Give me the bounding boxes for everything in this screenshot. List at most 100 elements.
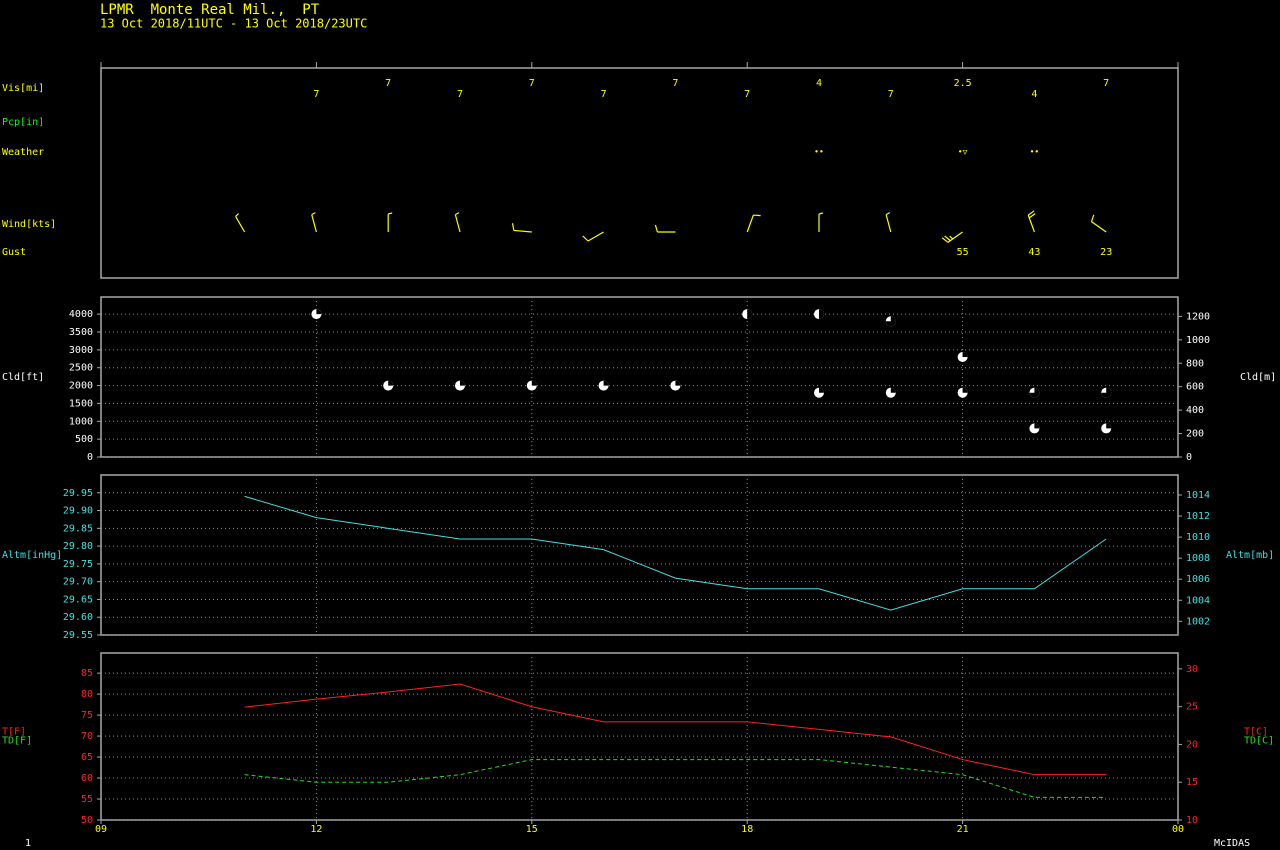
cloud-cover xyxy=(388,380,394,386)
y2-tick-label: 1002 xyxy=(1186,616,1210,627)
cloud-cover xyxy=(885,316,896,327)
cloud-cover xyxy=(1029,387,1040,398)
cloud-cover xyxy=(962,387,968,393)
wind-barb xyxy=(511,223,532,233)
y-tick-label: 1500 xyxy=(69,398,93,409)
cloud-symbol xyxy=(1101,423,1112,434)
y2-tick-label: 1014 xyxy=(1186,490,1210,501)
x-tick-label: 15 xyxy=(526,824,538,835)
y-tick-label: 29.85 xyxy=(63,523,93,534)
wind-barb xyxy=(818,212,824,232)
y-tick-label: 1000 xyxy=(69,416,93,427)
row-label: Vis[mi] xyxy=(2,83,44,94)
x-tick-label: 18 xyxy=(741,824,753,835)
y2-tick-label: 1004 xyxy=(1186,595,1210,606)
cloud-cover xyxy=(819,387,824,393)
y2-tick-label: 1000 xyxy=(1186,335,1210,346)
y-tick-label: 3000 xyxy=(69,345,93,356)
y-tick-label: 500 xyxy=(75,434,93,445)
visibility: 7 xyxy=(601,89,607,100)
y2-tick-label: 1200 xyxy=(1186,311,1210,322)
panel-frame xyxy=(100,474,1179,636)
series-line xyxy=(244,495,1107,611)
y-tick-label: 60 xyxy=(81,773,93,784)
cloud-cover xyxy=(819,309,824,320)
cloud-cover xyxy=(1101,387,1112,398)
cloud-symbol xyxy=(814,309,824,320)
y2-tick-label: 1006 xyxy=(1186,574,1210,585)
y-tick-label: 75 xyxy=(81,710,93,721)
cloud-cover xyxy=(890,387,896,393)
series-line xyxy=(244,759,1107,798)
y2-tick-label: 30 xyxy=(1186,664,1198,675)
cloud-cover xyxy=(531,380,537,386)
y-tick-label: 70 xyxy=(81,731,93,742)
panel-frame xyxy=(100,652,1179,821)
weather-symbol: •• xyxy=(1030,148,1040,157)
y2-tick-label: 200 xyxy=(1186,429,1204,440)
wind-barb xyxy=(1027,210,1036,233)
y-tick-label: 55 xyxy=(81,794,93,805)
y-tick-label: 29.75 xyxy=(63,559,93,570)
row-label: Wind[kts] xyxy=(2,219,56,230)
y2-tick-label: 400 xyxy=(1186,405,1204,416)
wind-barb xyxy=(746,214,761,233)
cloud-cover xyxy=(747,309,753,320)
wind-barb xyxy=(387,212,393,232)
visibility: 7 xyxy=(529,78,535,89)
y2-tick-label: 25 xyxy=(1186,702,1198,713)
visibility: 7 xyxy=(1103,78,1109,89)
subtitle: 13 Oct 2018/11UTC - 13 Oct 2018/23UTC xyxy=(100,17,367,31)
y-axis-label: Altm[inHg] xyxy=(2,550,62,561)
cloud-symbol xyxy=(383,380,394,391)
wind-barb xyxy=(654,224,676,233)
y-tick-label: 3500 xyxy=(69,327,93,338)
wind-barb xyxy=(582,231,604,242)
wind-barb xyxy=(941,231,963,243)
weather-symbol: •▽ xyxy=(958,148,968,157)
x-tick-label: 21 xyxy=(957,824,969,835)
y2-tick-label: 800 xyxy=(1186,358,1204,369)
visibility: 4 xyxy=(816,78,822,89)
x-tick-label: 00 xyxy=(1172,824,1184,835)
cloud-cover xyxy=(1106,423,1112,429)
y-tick-label: 50 xyxy=(81,815,93,826)
cloud-symbol xyxy=(311,309,322,320)
row-label: Gust xyxy=(2,247,26,258)
y-tick-label: 0 xyxy=(87,452,93,463)
gust: 55 xyxy=(957,247,969,258)
wind-barb xyxy=(454,212,461,233)
y2-legend-label: T[C] xyxy=(1244,727,1268,738)
brand: McIDAS xyxy=(1214,838,1250,849)
panel-frame xyxy=(100,67,1179,279)
cloud-symbol xyxy=(598,380,609,391)
cloud-symbol xyxy=(1101,387,1112,398)
y-tick-label: 29.90 xyxy=(63,506,93,517)
cloud-symbol xyxy=(885,387,896,398)
y2-legend-label: TD[C] xyxy=(1244,736,1274,747)
wind-barb xyxy=(885,212,892,233)
row-label: Weather xyxy=(2,147,44,158)
legend-label: T[F] xyxy=(2,727,26,738)
visibility: 7 xyxy=(888,89,894,100)
visibility: 7 xyxy=(744,89,750,100)
title: LPMR Monte Real Mil., PT xyxy=(100,2,320,18)
x-tick-label: 09 xyxy=(95,824,107,835)
x-tick-label: 12 xyxy=(310,824,322,835)
legend-label: TD[F] xyxy=(2,736,32,747)
y-tick-label: 29.80 xyxy=(63,541,93,552)
cloud-symbol xyxy=(1029,423,1040,434)
cloud-symbol xyxy=(742,309,753,320)
cloud-symbol xyxy=(1029,387,1040,398)
panel-frame xyxy=(100,296,1179,458)
row-label: Pcp[in] xyxy=(2,117,44,128)
series-line xyxy=(244,683,1107,776)
y-tick-label: 2000 xyxy=(69,381,93,392)
cloud-symbol xyxy=(885,316,896,327)
visibility: 4 xyxy=(1031,89,1037,100)
wind-barb xyxy=(1090,214,1107,233)
y-tick-label: 2500 xyxy=(69,363,93,374)
visibility: 7 xyxy=(385,78,391,89)
